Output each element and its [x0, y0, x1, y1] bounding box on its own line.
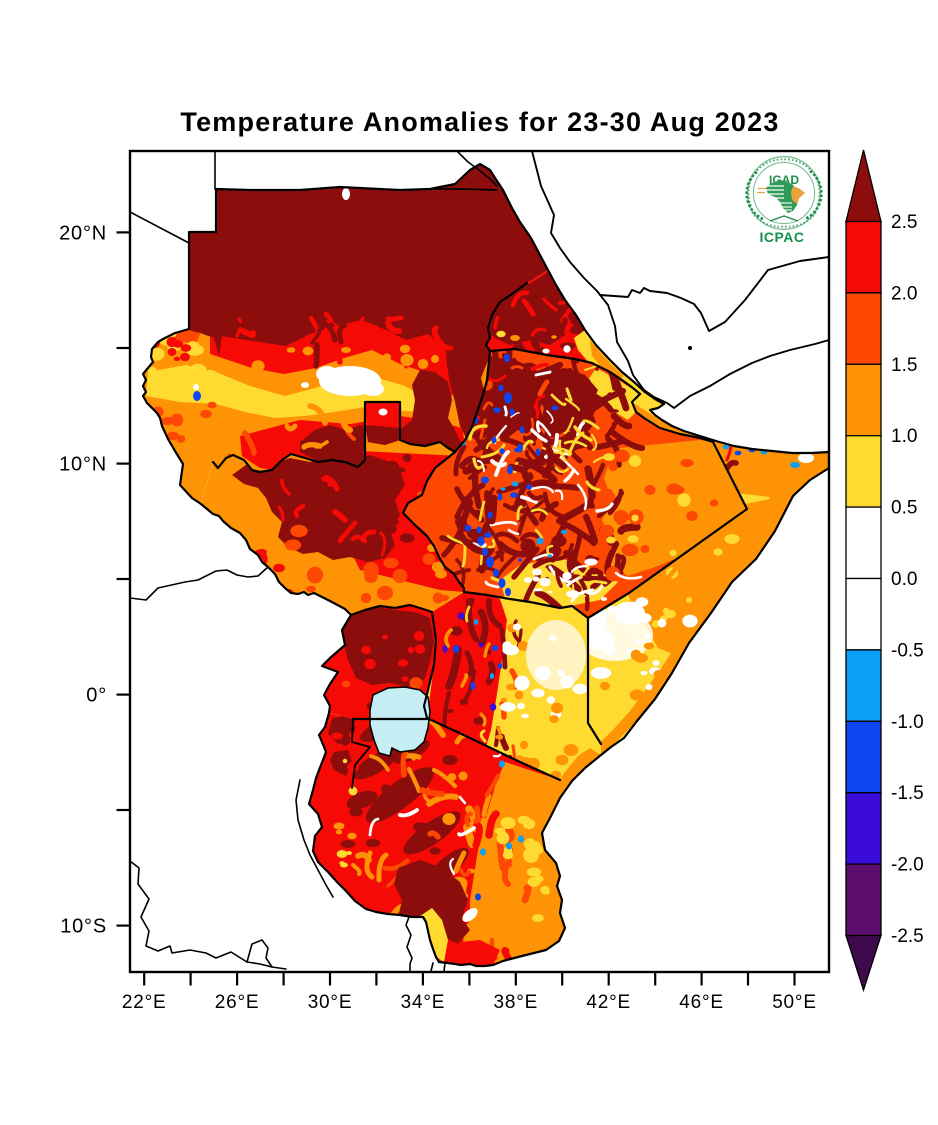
svg-text:2.5: 2.5	[891, 212, 917, 233]
svg-text:0.5: 0.5	[891, 498, 917, 519]
svg-text:0.0: 0.0	[891, 569, 917, 590]
svg-text:30°E: 30°E	[308, 992, 353, 1013]
svg-text:-1.5: -1.5	[891, 783, 924, 804]
svg-text:2.0: 2.0	[891, 283, 917, 304]
svg-text:Temperature Anomalies for 23-3: Temperature Anomalies for 23-30 Aug 2023	[180, 107, 779, 137]
svg-text:50°E: 50°E	[772, 992, 817, 1013]
svg-text:-2.0: -2.0	[891, 855, 924, 876]
svg-text:1.5: 1.5	[891, 355, 917, 376]
svg-text:22°E: 22°E	[122, 992, 167, 1013]
svg-text:0°: 0°	[86, 685, 107, 707]
svg-text:1.0: 1.0	[891, 426, 917, 447]
svg-text:ICPAC: ICPAC	[759, 229, 804, 245]
svg-text:46°E: 46°E	[679, 992, 724, 1013]
svg-text:26°E: 26°E	[215, 992, 260, 1013]
svg-text:-0.5: -0.5	[891, 640, 924, 661]
svg-text:10°S: 10°S	[60, 916, 107, 938]
svg-text:34°E: 34°E	[401, 992, 446, 1013]
svg-text:-2.5: -2.5	[891, 926, 924, 947]
svg-text:10°N: 10°N	[59, 454, 107, 476]
svg-text:20°N: 20°N	[59, 222, 107, 244]
svg-text:42°E: 42°E	[586, 992, 631, 1013]
svg-text:-1.0: -1.0	[891, 712, 924, 733]
svg-text:38°E: 38°E	[493, 992, 538, 1013]
